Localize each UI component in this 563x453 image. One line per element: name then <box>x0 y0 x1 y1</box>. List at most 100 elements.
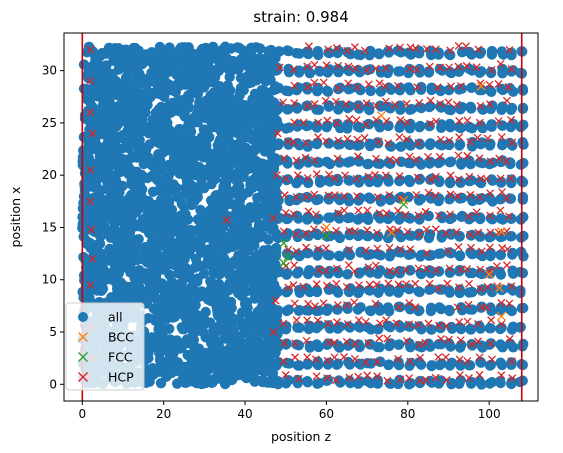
point-all <box>311 339 322 350</box>
point-hcp <box>332 119 341 128</box>
point-all <box>515 67 526 79</box>
point-hcp <box>273 129 282 138</box>
point-all <box>291 194 302 206</box>
point-all <box>363 118 374 130</box>
point-hcp <box>309 225 318 234</box>
point-hcp <box>463 357 472 365</box>
point-all <box>154 41 166 53</box>
point-all <box>90 138 102 149</box>
point-hcp <box>303 316 312 325</box>
point-hcp <box>506 174 515 183</box>
point-all <box>435 101 446 112</box>
point-all <box>256 109 268 121</box>
point-hcp <box>375 79 384 88</box>
point-hcp <box>465 172 474 181</box>
point-hcp <box>502 157 511 166</box>
point-hcp <box>334 84 343 93</box>
point-all <box>117 129 129 141</box>
point-hcp <box>497 133 506 142</box>
point-hcp <box>362 120 371 129</box>
point-hcp <box>423 152 432 161</box>
point-all <box>230 314 241 325</box>
point-all <box>116 53 127 64</box>
point-all <box>403 137 414 148</box>
point-all <box>414 286 425 298</box>
point-hcp <box>475 118 484 127</box>
point-all <box>415 84 427 96</box>
point-all <box>258 245 270 256</box>
point-hcp <box>412 155 421 164</box>
point-hcp <box>504 83 513 91</box>
point-all <box>210 67 222 78</box>
point-hcp <box>433 83 442 92</box>
point-all <box>254 43 266 54</box>
point-hcp <box>382 316 391 325</box>
point-all <box>280 123 292 134</box>
point-all <box>312 86 323 97</box>
point-all <box>194 357 205 368</box>
point-all <box>257 158 268 169</box>
point-hcp <box>360 46 369 55</box>
point-hcp <box>362 99 371 108</box>
point-bcc <box>476 81 486 91</box>
point-all <box>495 357 506 368</box>
point-all <box>196 75 207 86</box>
point-all <box>162 207 173 218</box>
legend: all BCC FCC HCP <box>65 302 145 391</box>
point-all <box>382 101 394 113</box>
point-all <box>225 232 236 243</box>
point-hcp <box>323 374 332 383</box>
point-all <box>264 130 275 141</box>
point-all <box>416 324 427 335</box>
point-all <box>332 323 344 334</box>
x-tick-label: 60 <box>319 407 334 421</box>
point-all <box>271 177 283 189</box>
point-all <box>127 152 138 163</box>
point-all <box>101 160 112 172</box>
point-all <box>354 122 366 133</box>
point-all <box>353 230 364 242</box>
point-all <box>313 377 325 389</box>
point-hcp <box>446 171 455 180</box>
point-all <box>466 141 478 152</box>
point-hcp <box>441 353 450 362</box>
point-all <box>220 95 231 106</box>
point-all <box>515 214 527 225</box>
point-all <box>373 138 384 149</box>
point-all <box>405 85 416 96</box>
point-all <box>202 149 213 160</box>
point-hcp <box>302 243 311 252</box>
point-all <box>180 159 191 170</box>
point-all <box>273 138 284 149</box>
point-hcp <box>391 100 400 109</box>
point-hcp <box>392 156 401 165</box>
point-all <box>312 359 324 371</box>
point-hcp <box>452 100 461 109</box>
point-all <box>238 275 249 286</box>
point-hcp <box>485 267 494 276</box>
point-all <box>433 266 445 277</box>
point-hcp <box>86 197 95 206</box>
point-all <box>456 101 468 113</box>
point-all <box>394 301 406 313</box>
y-tick-label: 20 <box>42 168 57 182</box>
point-hcp <box>222 216 231 225</box>
point-hcp <box>322 137 331 146</box>
point-bcc <box>484 270 494 279</box>
point-all <box>487 157 499 168</box>
point-hcp <box>444 246 453 255</box>
point-all <box>454 231 465 242</box>
point-hcp <box>302 193 311 201</box>
point-all <box>143 152 154 163</box>
point-hcp <box>402 337 411 345</box>
point-all <box>384 340 395 352</box>
point-hcp <box>395 133 404 142</box>
point-all <box>224 71 235 83</box>
point-all <box>271 284 282 295</box>
point-hcp <box>303 102 312 111</box>
point-all <box>127 78 138 90</box>
point-hcp <box>435 152 444 161</box>
point-hcp <box>476 265 485 274</box>
point-all <box>372 378 383 389</box>
legend-marker-all <box>78 312 88 322</box>
